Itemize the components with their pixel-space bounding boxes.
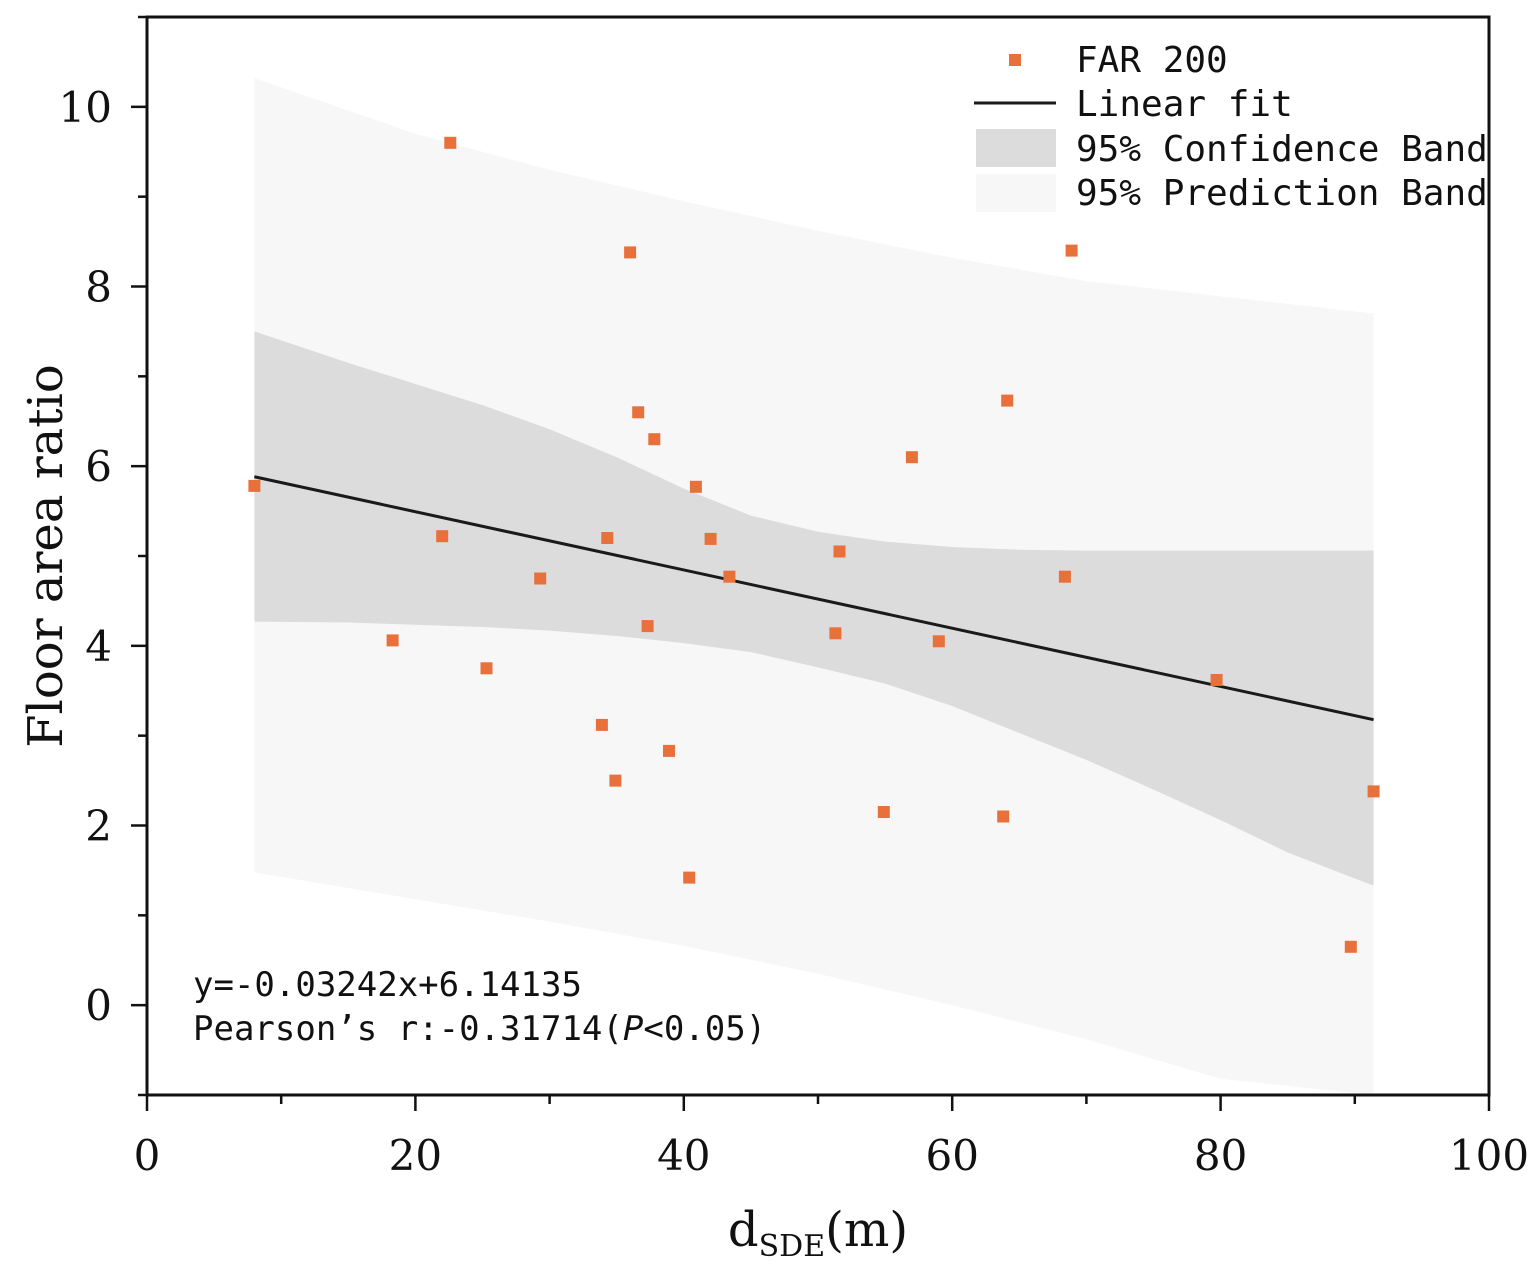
- data-point: [480, 662, 493, 675]
- data-point: [723, 570, 736, 583]
- data-point: [624, 246, 637, 259]
- x-tick-label: 100: [1449, 1131, 1529, 1180]
- y-tick-label: 6: [85, 442, 112, 491]
- data-point: [609, 774, 622, 787]
- data-point: [704, 532, 717, 545]
- data-point: [997, 810, 1010, 823]
- y-tick-label: 2: [85, 802, 112, 851]
- fit-equation: y=-0.03242x+6.14135: [193, 965, 582, 1005]
- legend-scatter-label: FAR 200: [1076, 40, 1228, 81]
- data-point: [386, 634, 399, 647]
- legend-prediction-swatch: [976, 174, 1056, 212]
- data-point: [534, 572, 547, 585]
- x-tick-label: 20: [389, 1131, 442, 1180]
- data-point: [1210, 674, 1223, 686]
- data-point: [932, 635, 945, 648]
- data-point: [663, 744, 675, 757]
- x-axis-ticks: 0 20 40 60 80 100: [134, 1095, 1529, 1180]
- legend-prediction-label: 95% Prediction Band: [1076, 173, 1488, 214]
- pearson-stat: Pearson’s r:-0.31714(P<0.05): [193, 1009, 766, 1049]
- legend-point-marker: [1009, 54, 1021, 66]
- data-point: [444, 136, 457, 149]
- y-tick-label: 0: [85, 981, 112, 1030]
- data-point: [1058, 570, 1071, 583]
- data-point: [1065, 244, 1078, 257]
- data-point: [1001, 394, 1014, 407]
- y-tick-label: 8: [85, 263, 112, 312]
- data-point: [595, 718, 608, 731]
- x-tick-label: 40: [657, 1131, 710, 1180]
- y-axis-ticks: 0 2 4 6 8 10: [59, 15, 147, 1097]
- data-point: [683, 871, 696, 884]
- legend: FAR 200 Linear fit 95% Confidence Band 9…: [974, 40, 1488, 214]
- data-point: [833, 545, 846, 558]
- y-axis-title: Floor area ratio: [18, 364, 74, 748]
- data-point: [641, 620, 654, 633]
- x-tick-label: 60: [925, 1131, 978, 1180]
- legend-confidence-swatch: [976, 129, 1056, 167]
- data-point: [436, 530, 449, 543]
- y-tick-label: 4: [85, 622, 112, 671]
- legend-fit-label: Linear fit: [1076, 84, 1293, 125]
- scatter-points: [248, 136, 1380, 953]
- x-tick-label: 80: [1194, 1131, 1247, 1180]
- data-point: [689, 480, 702, 493]
- x-axis-title: dSDE(m): [728, 1202, 908, 1264]
- x-tick-label: 0: [134, 1131, 161, 1180]
- data-point: [632, 406, 645, 419]
- data-point: [829, 627, 842, 640]
- data-point: [248, 479, 261, 492]
- confidence-band: [254, 331, 1374, 886]
- data-point: [601, 532, 614, 544]
- data-point: [1344, 940, 1357, 953]
- data-point: [877, 806, 890, 818]
- data-point: [648, 433, 661, 446]
- data-point: [1367, 785, 1380, 798]
- linear-fit-line: [254, 475, 1374, 722]
- data-point: [905, 451, 918, 464]
- legend-confidence-label: 95% Confidence Band: [1076, 129, 1488, 170]
- y-tick-label: 10: [59, 83, 112, 132]
